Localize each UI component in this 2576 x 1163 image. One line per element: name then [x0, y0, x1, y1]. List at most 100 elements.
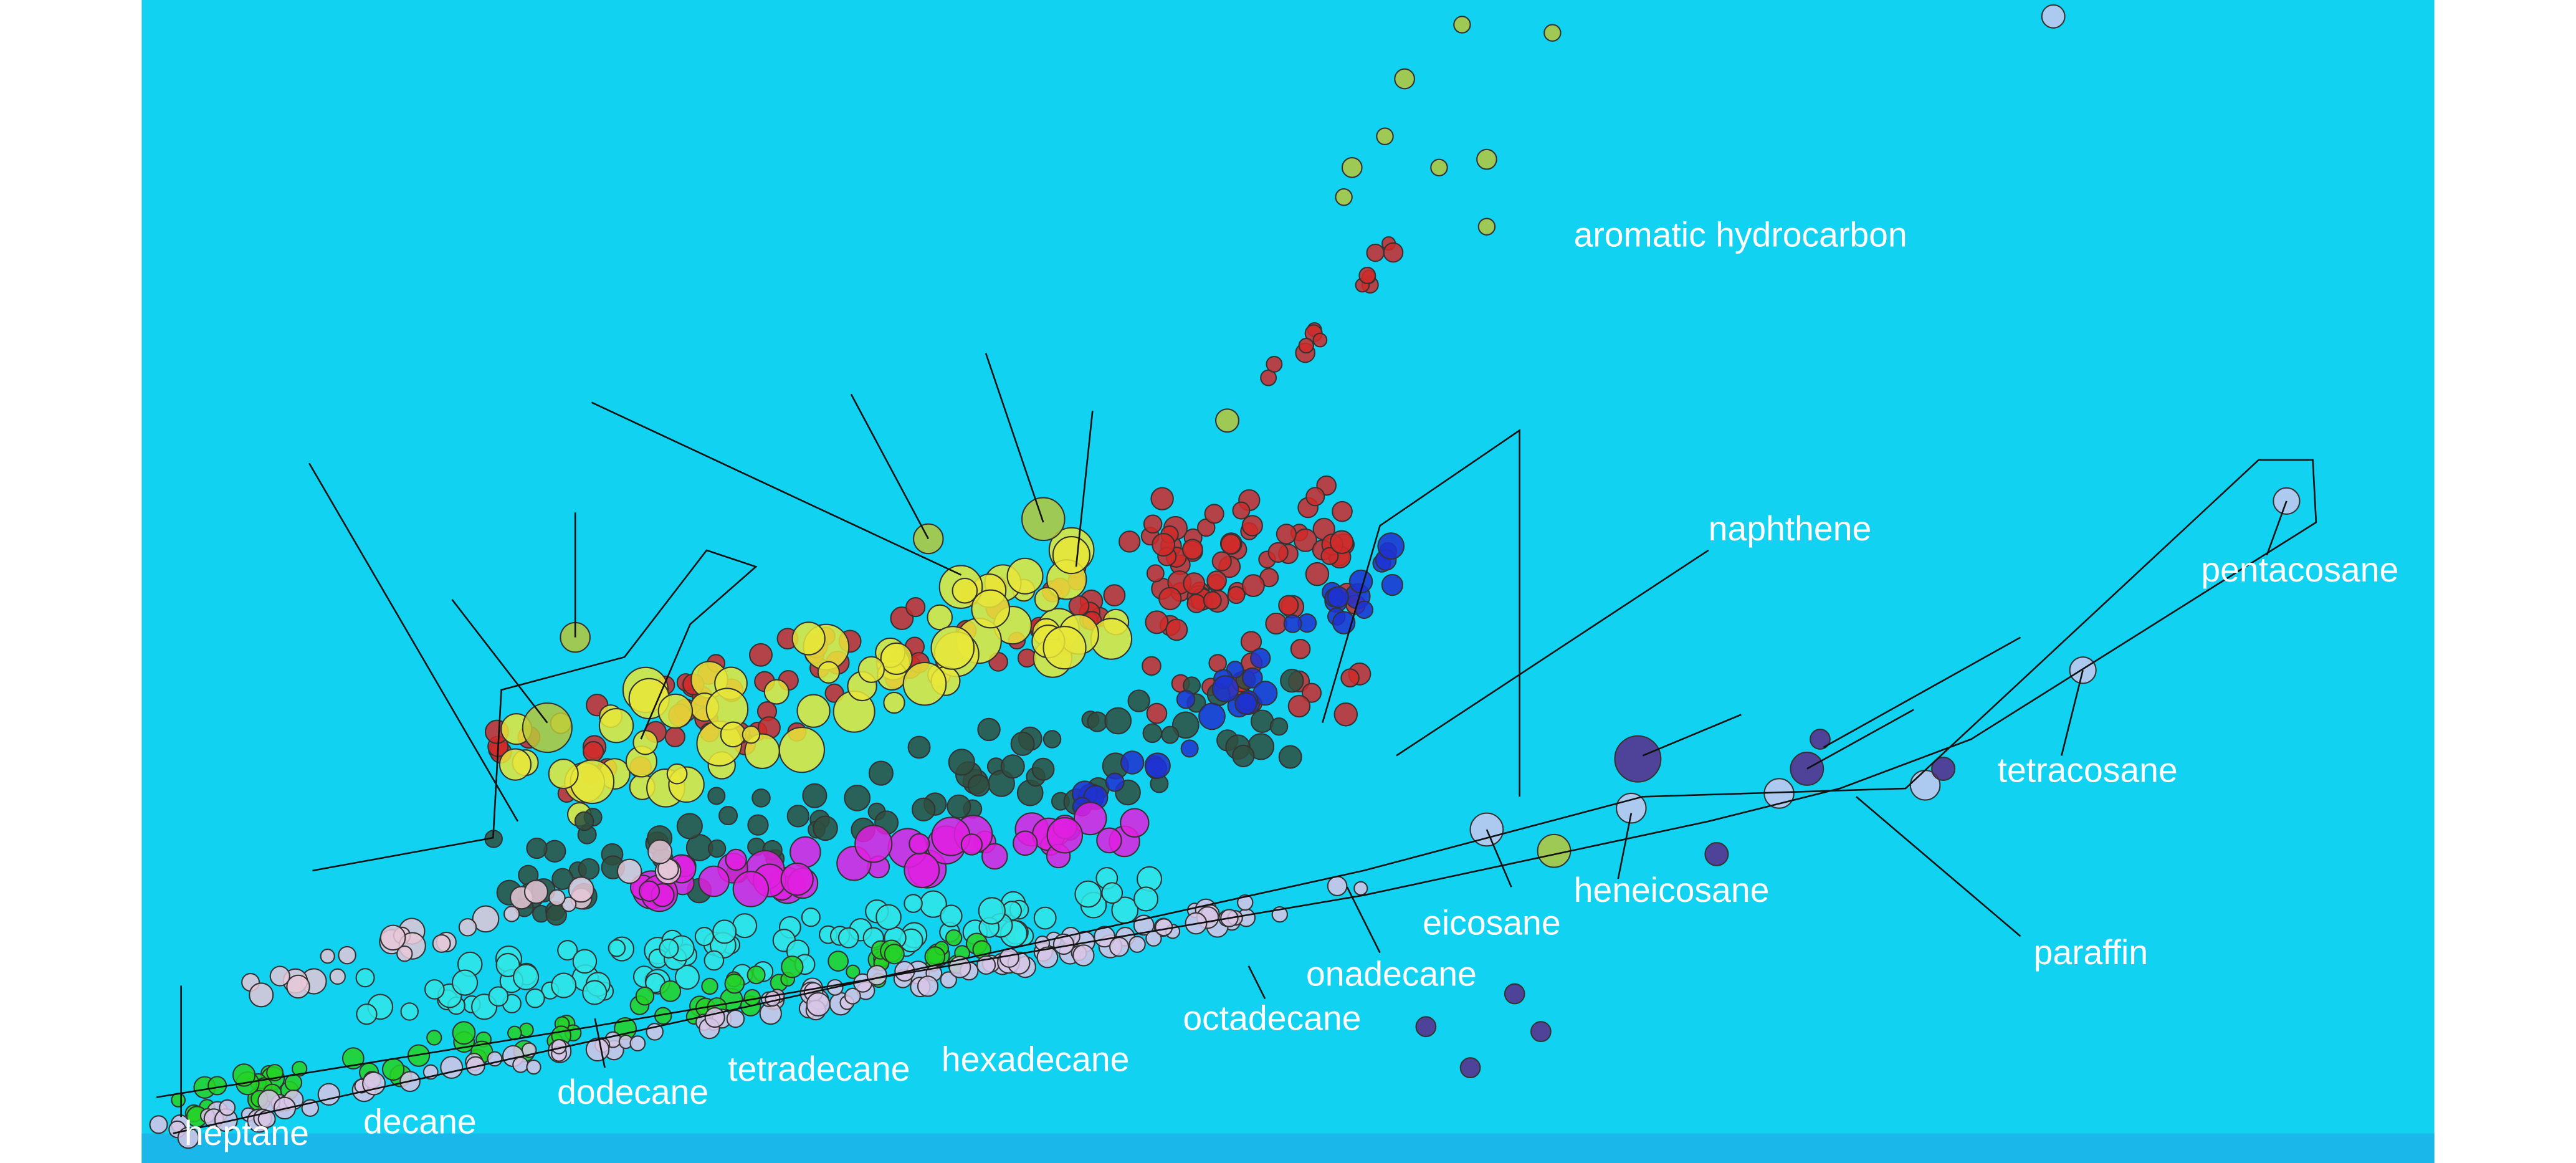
peak [526, 837, 548, 859]
peak [664, 726, 686, 747]
peak [977, 717, 1001, 742]
peak [854, 825, 893, 863]
peak [396, 945, 413, 962]
peak [1072, 944, 1095, 967]
peak [909, 833, 930, 855]
peak [426, 1030, 442, 1046]
peak [1341, 156, 1363, 178]
label: aromatic hydrocarbon [1574, 215, 1907, 254]
leader [1642, 714, 1742, 757]
peak [659, 980, 682, 1002]
peak [1034, 586, 1059, 612]
peak [458, 918, 477, 937]
peak [1241, 667, 1263, 689]
peak [638, 880, 661, 902]
peak [1543, 24, 1562, 42]
peak [1267, 542, 1289, 563]
peak [1504, 983, 1525, 1005]
peak [1036, 946, 1059, 969]
peak [1227, 586, 1246, 605]
peak [317, 1083, 340, 1106]
peak [1165, 618, 1188, 641]
peak [629, 1035, 646, 1052]
peak [495, 952, 520, 977]
plot-background [141, 0, 2435, 1163]
peak [1355, 600, 1374, 620]
peak [1232, 744, 1255, 768]
peak [952, 577, 978, 604]
peak [732, 871, 770, 907]
peak [1120, 750, 1145, 775]
peak [1144, 752, 1171, 779]
peak [904, 852, 940, 889]
label: naphthene [1709, 509, 1872, 548]
peak [1087, 711, 1108, 732]
peak [1704, 842, 1729, 867]
peak [1234, 692, 1257, 716]
peak [432, 934, 451, 953]
peak [379, 924, 406, 951]
peak [1305, 562, 1330, 586]
peak [940, 904, 963, 927]
peak [907, 735, 931, 759]
peak [583, 740, 604, 763]
peak [1183, 572, 1206, 595]
peak [526, 1059, 541, 1075]
peak [177, 1127, 199, 1149]
peak [1010, 731, 1035, 756]
peak [1305, 487, 1325, 507]
peak [1366, 243, 1385, 262]
peak [1074, 880, 1102, 908]
peak [726, 1009, 745, 1028]
peak [257, 1109, 276, 1128]
peak [1358, 267, 1376, 284]
peak [780, 862, 814, 896]
peak [1290, 638, 1311, 659]
peak [747, 814, 769, 836]
peak [341, 1047, 365, 1070]
peak [1278, 595, 1299, 616]
peak [698, 865, 730, 897]
peak [813, 815, 838, 841]
peak [472, 905, 500, 933]
label: paraffin [2034, 933, 2149, 972]
peak [911, 797, 936, 822]
peak [647, 839, 673, 864]
peak [884, 944, 905, 965]
peak [701, 977, 718, 995]
peak [407, 1044, 431, 1067]
peak [1280, 668, 1304, 693]
peak [1383, 242, 1404, 263]
peak [1198, 702, 1226, 730]
peak [712, 919, 737, 944]
leader [1247, 965, 1266, 1000]
leader [1823, 636, 2021, 749]
peak [1158, 586, 1182, 611]
leader [594, 1018, 606, 1068]
peak [748, 643, 773, 667]
label: hexadecane [942, 1040, 1130, 1078]
peak [1329, 530, 1354, 554]
peak [676, 813, 703, 840]
peak [1021, 497, 1066, 542]
peak [1096, 827, 1122, 854]
peak [574, 811, 594, 831]
leader [308, 462, 519, 822]
peak [1810, 729, 1831, 750]
peak [269, 965, 290, 987]
leader [1396, 549, 1709, 757]
peak [1301, 682, 1322, 703]
peak [1232, 501, 1251, 520]
peak [1376, 127, 1394, 145]
leader [850, 393, 929, 540]
peak [1128, 936, 1146, 953]
peak [585, 1037, 610, 1062]
peak [249, 982, 274, 1008]
leader [1617, 813, 1633, 879]
peak [338, 945, 356, 965]
peak [1241, 515, 1263, 537]
peak [828, 950, 849, 972]
peak [978, 897, 1006, 925]
peak [917, 975, 939, 997]
peak [551, 868, 574, 890]
